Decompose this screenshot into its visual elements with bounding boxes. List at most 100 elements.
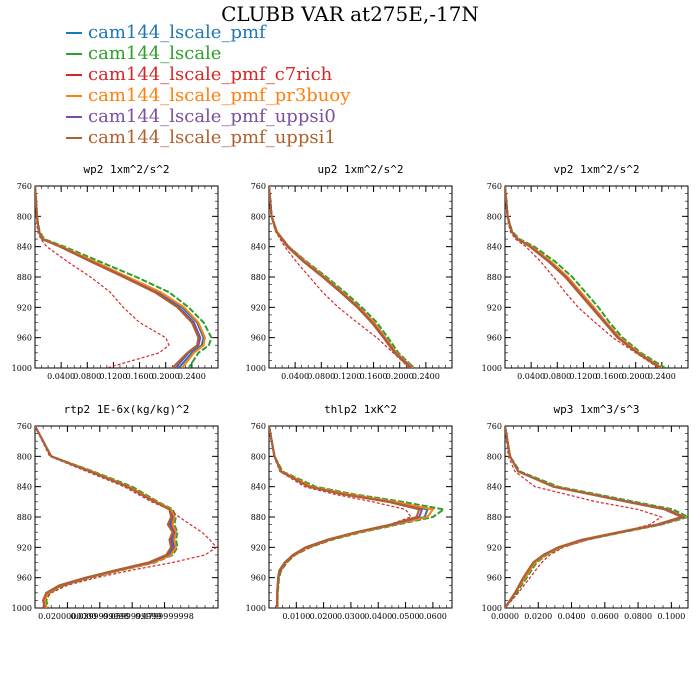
y-tick-label: 760 (17, 182, 32, 191)
chart-panel: vp2 1xm^2/s^2 760 800 840 880 920 960 1000 0.040… (482, 163, 689, 381)
series-line-cam144_lscale (505, 186, 666, 368)
y-tick-label: 960 (487, 574, 502, 583)
y-tick-label: 760 (487, 422, 502, 431)
series-line-cam144_lscale_pmf_c7rich (35, 186, 170, 368)
series-line-cam144_lscale_pmf (505, 186, 663, 368)
x-tick-label: 0.0400 (281, 372, 309, 381)
series-line-cam144_lscale_pmf_pr3buoy (269, 426, 435, 608)
y-tick-label: 1000 (246, 604, 266, 613)
chart-panel: wp3 1xm^3/s^3 760 800 840 880 920 960 10000.000… (482, 403, 689, 621)
y-tick-label: 800 (487, 212, 502, 221)
y-tick-label: 1000 (12, 604, 32, 613)
y-tick-label: 1000 (246, 364, 266, 373)
series-line-cam144_lscale_pmf (35, 426, 178, 608)
x-tick-label: 0.2000 (622, 372, 650, 381)
series-line-cam144_lscale_pmf_c7rich (269, 186, 410, 368)
chart-title: rtp2 1E-6x(kg/kg)^2 (64, 403, 190, 416)
legend-label: cam144_lscale_pmf_uppsi0 (88, 106, 336, 127)
series-line-cam144_lscale (35, 186, 213, 368)
y-tick-label: 880 (251, 513, 266, 522)
y-tick-label: 840 (251, 483, 266, 492)
y-tick-label: 800 (487, 452, 502, 461)
x-tick-label: 0.0100 (282, 612, 310, 621)
series-line-cam144_lscale_pmf_uppsi0 (35, 426, 176, 608)
y-tick-label: 800 (251, 212, 266, 221)
y-tick-label: 800 (251, 452, 266, 461)
y-tick-label: 880 (17, 273, 32, 282)
x-tick-label: 0.0599999999 (103, 612, 162, 621)
legend-swatch (66, 115, 82, 118)
y-tick-label: 920 (17, 543, 32, 552)
series-line-cam144_lscale_pmf_uppsi0 (35, 186, 202, 368)
y-tick-label: 920 (487, 303, 502, 312)
series-line-cam144_lscale_pmf_pr3buoy (505, 186, 663, 368)
y-tick-label: 960 (487, 334, 502, 343)
y-tick-label: 960 (17, 574, 32, 583)
x-tick-label: 0.1200 (99, 372, 127, 381)
series-line-cam144_lscale_pmf_uppsi0 (269, 426, 424, 608)
x-tick-label: 0.1200 (333, 372, 361, 381)
series-line-cam144_lscale_pmf_uppsi0 (505, 426, 686, 608)
y-tick-label: 760 (251, 182, 266, 191)
y-tick-label: 760 (251, 422, 266, 431)
y-tick-label: 960 (17, 334, 32, 343)
legend-swatch (66, 52, 82, 55)
x-tick-label: 0.0200000000 (38, 612, 97, 621)
y-tick-label: 960 (251, 334, 266, 343)
y-tick-label: 840 (251, 243, 266, 252)
x-tick-label: 0.0300 (337, 612, 365, 621)
chart-title: thlp2 1xK^2 (324, 403, 397, 416)
y-tick-label: 1000 (482, 364, 502, 373)
legend-item: cam144_lscale_pmf_uppsi0 (66, 106, 350, 127)
x-tick-label: 0.0200 (310, 612, 338, 621)
y-tick-label: 840 (17, 483, 32, 492)
series-line-cam144_lscale (269, 186, 415, 368)
series-line-cam144_lscale_pmf_pr3buoy (35, 426, 177, 608)
legend-swatch (66, 73, 82, 76)
y-tick-label: 920 (251, 543, 266, 552)
plot-frame (504, 185, 689, 369)
y-tick-label: 760 (17, 422, 32, 431)
legend: cam144_lscale_pmf cam144_lscale cam144_l… (66, 22, 350, 148)
x-tick-label: 0.1600 (360, 372, 388, 381)
series-line-cam144_lscale_pmf_uppsi1 (505, 186, 661, 368)
legend-label: cam144_lscale_pmf_uppsi1 (88, 127, 336, 148)
chart-panel: up2 1xm^2/s^2 760 800 840 880 920 960 1000 0.040… (246, 163, 453, 381)
series-line-cam144_lscale (35, 426, 179, 608)
legend-label: cam144_lscale_pmf_pr3buoy (88, 85, 351, 106)
series-line-cam144_lscale_pmf_pr3buoy (505, 426, 688, 608)
figure-title: CLUBB VAR at275E,-17N (221, 2, 479, 26)
series-line-cam144_lscale_pmf_c7rich (35, 426, 218, 608)
x-tick-label: 0.0800 (307, 372, 335, 381)
chart-panel: wp2 1xm^2/s^2 760 800 840 880 920 960 1000 0.040… (12, 163, 219, 381)
y-tick-label: 920 (487, 543, 502, 552)
chart-title: wp3 1xm^3/s^3 (553, 403, 639, 416)
x-tick-label: 0.1600 (596, 372, 624, 381)
y-tick-label: 840 (17, 243, 32, 252)
chart-title: wp2 1xm^2/s^2 (83, 163, 169, 176)
series-line-cam144_lscale_pmf_uppsi1 (269, 426, 421, 608)
y-tick-label: 1000 (12, 364, 32, 373)
series-line-cam144_lscale_pmf_uppsi1 (35, 186, 200, 368)
y-tick-label: 840 (487, 243, 502, 252)
series-line-cam144_lscale_pmf_c7rich (505, 186, 659, 368)
series-line-cam144_lscale_pmf_uppsi1 (35, 426, 174, 608)
x-tick-label: 0.2400 (178, 372, 206, 381)
legend-label: cam144_lscale_pmf_c7rich (88, 64, 333, 85)
y-tick-label: 920 (251, 303, 266, 312)
plot-frame (34, 425, 219, 609)
series-line-cam144_lscale_pmf (35, 186, 205, 368)
y-tick-label: 880 (487, 513, 502, 522)
y-tick-label: 960 (251, 574, 266, 583)
y-tick-label: 840 (487, 483, 502, 492)
x-tick-label: 0.0600 (591, 612, 619, 621)
x-tick-label: 0.2000 (386, 372, 414, 381)
x-tick-label: 0.0400 (47, 372, 75, 381)
legend-item: cam144_lscale_pmf_c7rich (66, 64, 350, 85)
x-tick-label: 0.0400 (558, 612, 586, 621)
series-line-cam144_lscale_pmf_uppsi1 (269, 186, 411, 368)
x-tick-label: 0.1000 (657, 612, 685, 621)
series-line-cam144_lscale_pmf (269, 426, 429, 608)
